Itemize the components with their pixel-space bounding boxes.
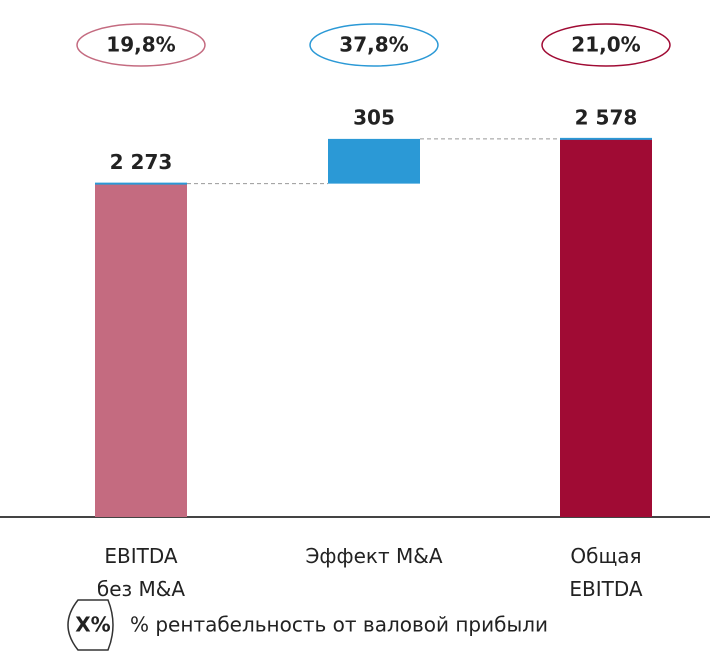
- margin-label: 37,8%: [339, 33, 408, 57]
- margin-label: 19,8%: [106, 33, 175, 57]
- margin-frame: [309, 23, 439, 67]
- legend-text: % рентабельность от валовой прибыли: [130, 613, 548, 637]
- margin-label: 21,0%: [571, 33, 640, 57]
- margin-frame: [76, 23, 206, 67]
- x-tick-label: EBITDA без M&A: [97, 544, 185, 601]
- legend-symbol: X%: [75, 613, 110, 637]
- value-label: 2 578: [575, 105, 638, 129]
- x-tick-label: Общая EBITDA: [569, 544, 643, 601]
- value-label: 2 273: [110, 150, 173, 174]
- legend-symbol-frame: [67, 599, 114, 651]
- value-label: 305: [353, 105, 395, 129]
- x-tick-label: Эффект M&A: [305, 544, 442, 568]
- bar: [328, 138, 420, 184]
- bar: [560, 138, 652, 518]
- margin-frame: [541, 23, 671, 67]
- bar: [95, 183, 187, 518]
